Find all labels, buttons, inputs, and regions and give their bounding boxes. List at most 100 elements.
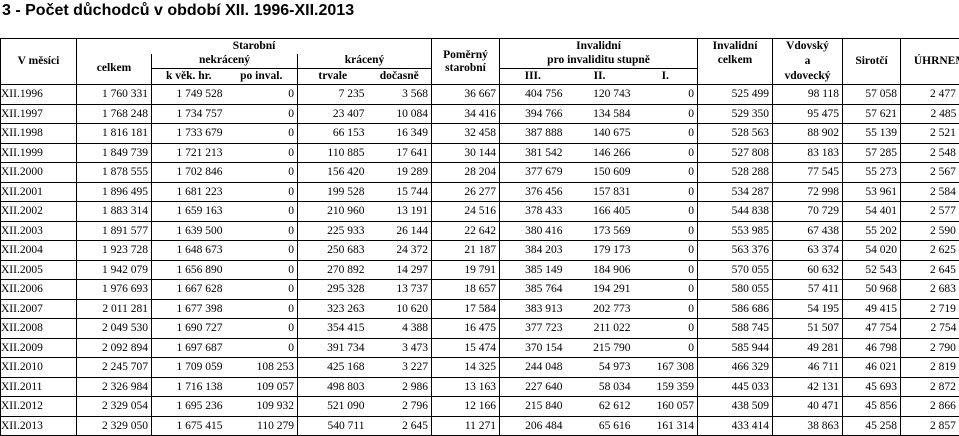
- cell-grand-total: 2 683 784: [901, 280, 959, 300]
- cell-full-after-disability: 109 057: [226, 377, 298, 397]
- cell-orphan: 55 139: [843, 124, 901, 144]
- cell-orphan: 45 258: [843, 416, 901, 436]
- cell-disability-total: 553 985: [698, 221, 773, 241]
- cell-proportional: 13 163: [432, 377, 500, 397]
- cell-reduced-permanent: 354 415: [298, 319, 368, 339]
- cell-disability-2: 62 612: [566, 397, 634, 417]
- cell-old-age-total: 1 849 739: [77, 143, 152, 163]
- cell-full-after-disability: 0: [226, 260, 298, 280]
- header-disability-total-line2: celkem: [698, 54, 773, 85]
- cell-disability-2: 173 569: [566, 221, 634, 241]
- header-reduced: krácený: [298, 54, 432, 69]
- cell-month: XII.2002: [1, 202, 77, 222]
- cell-disability-3: 227 640: [500, 377, 566, 397]
- cell-grand-total: 2 577 798: [901, 202, 959, 222]
- cell-month: XII.2013: [1, 416, 77, 436]
- header-month: V měsíci: [1, 39, 77, 85]
- cell-full-age-limit: 1 721 213: [152, 143, 226, 163]
- cell-full-after-disability: 0: [226, 104, 298, 124]
- cell-orphan: 54 401: [843, 202, 901, 222]
- cell-orphan: 57 621: [843, 104, 901, 124]
- cell-disability-3: 383 913: [500, 299, 566, 319]
- header-old-age: Starobní: [77, 39, 432, 54]
- page-title: 3 - Počet důchodců v období XII. 1996-XI…: [2, 0, 354, 22]
- cell-grand-total: 2 567 865: [901, 163, 959, 183]
- header-widow-line1: Vdovský: [773, 39, 843, 54]
- cell-old-age-total: 2 245 707: [77, 358, 152, 378]
- cell-disability-1: 0: [634, 280, 698, 300]
- cell-proportional: 21 187: [432, 241, 500, 261]
- cell-month: XII.1997: [1, 104, 77, 124]
- cell-reduced-temporary: 15 744: [368, 182, 432, 202]
- header-widow-line3: vdovecký: [773, 69, 843, 85]
- cell-reduced-temporary: 2 645: [368, 416, 432, 436]
- cell-full-age-limit: 1 716 138: [152, 377, 226, 397]
- cell-widow: 54 195: [773, 299, 843, 319]
- cell-month: XII.2001: [1, 182, 77, 202]
- cell-reduced-permanent: 521 090: [298, 397, 368, 417]
- cell-widow: 83 183: [773, 143, 843, 163]
- cell-reduced-permanent: 66 153: [298, 124, 368, 144]
- cell-orphan: 49 415: [843, 299, 901, 319]
- header-disability: Invalidní: [500, 39, 698, 54]
- cell-grand-total: 2 584 018: [901, 182, 959, 202]
- cell-reduced-permanent: 156 420: [298, 163, 368, 183]
- cell-grand-total: 2 872 004: [901, 377, 959, 397]
- cell-disability-total: 527 808: [698, 143, 773, 163]
- header-permanent: trvale: [298, 69, 368, 85]
- cell-disability-total: 466 329: [698, 358, 773, 378]
- cell-proportional: 15 474: [432, 338, 500, 358]
- cell-reduced-temporary: 14 297: [368, 260, 432, 280]
- cell-reduced-temporary: 3 227: [368, 358, 432, 378]
- cell-widow: 60 632: [773, 260, 843, 280]
- cell-old-age-total: 1 760 331: [77, 85, 152, 105]
- cell-full-age-limit: 1 690 727: [152, 319, 226, 339]
- cell-reduced-permanent: 199 528: [298, 182, 368, 202]
- cell-widow: 67 438: [773, 221, 843, 241]
- cell-full-after-disability: 0: [226, 202, 298, 222]
- cell-grand-total: 2 819 093: [901, 358, 959, 378]
- header-degree-1: I.: [634, 69, 698, 85]
- cell-disability-2: 179 173: [566, 241, 634, 261]
- cell-month: XII.2005: [1, 260, 77, 280]
- cell-full-age-limit: 1 648 673: [152, 241, 226, 261]
- cell-grand-total: 2 477 673: [901, 85, 959, 105]
- cell-orphan: 57 285: [843, 143, 901, 163]
- cell-month: XII.1998: [1, 124, 77, 144]
- header-degree-2: II.: [566, 69, 634, 85]
- cell-month: XII.1996: [1, 85, 77, 105]
- cell-widow: 72 998: [773, 182, 843, 202]
- cell-old-age-total: 2 329 050: [77, 416, 152, 436]
- cell-disability-2: 184 906: [566, 260, 634, 280]
- cell-disability-2: 215 790: [566, 338, 634, 358]
- cell-grand-total: 2 625 685: [901, 241, 959, 261]
- cell-disability-total: 438 509: [698, 397, 773, 417]
- cell-disability-2: 211 022: [566, 319, 634, 339]
- cell-full-after-disability: 0: [226, 299, 298, 319]
- cell-full-age-limit: 1 681 223: [152, 182, 226, 202]
- cell-orphan: 46 021: [843, 358, 901, 378]
- cell-old-age-total: 2 011 281: [77, 299, 152, 319]
- cell-full-after-disability: 0: [226, 319, 298, 339]
- cell-reduced-permanent: 250 683: [298, 241, 368, 261]
- cell-widow: 88 902: [773, 124, 843, 144]
- cell-proportional: 22 642: [432, 221, 500, 241]
- cell-proportional: 18 657: [432, 280, 500, 300]
- header-grand-total: ÚHRNEM: [901, 39, 959, 85]
- cell-month: XII.2006: [1, 280, 77, 300]
- cell-reduced-temporary: 16 349: [368, 124, 432, 144]
- cell-reduced-temporary: 17 641: [368, 143, 432, 163]
- cell-grand-total: 2 485 110: [901, 104, 959, 124]
- cell-reduced-permanent: 425 168: [298, 358, 368, 378]
- cell-disability-1: 0: [634, 299, 698, 319]
- cell-month: XII.2007: [1, 299, 77, 319]
- cell-disability-total: 585 944: [698, 338, 773, 358]
- cell-full-age-limit: 1 733 679: [152, 124, 226, 144]
